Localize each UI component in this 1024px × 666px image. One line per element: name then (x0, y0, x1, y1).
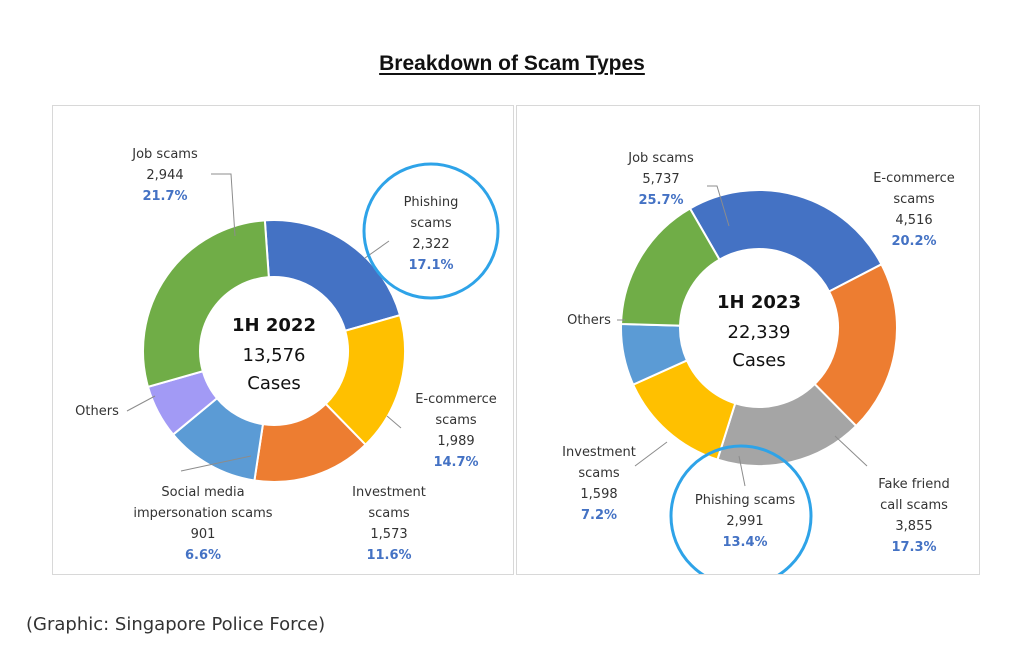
slice-name: impersonation scams (133, 506, 272, 521)
slice-value: 4,516 (895, 213, 932, 228)
slice-name: Others (567, 313, 611, 328)
slice-label-others: Others (75, 404, 119, 419)
slice-name: Job scams (131, 147, 198, 162)
slice-value: 1,989 (437, 434, 474, 449)
slice-name: Phishing (404, 195, 459, 210)
donut-panel-1h-2023: 1H 2023 22,339 Cases Job scams 5,737 25.7% E-c… (516, 105, 980, 575)
slice-value: 1,573 (370, 527, 407, 542)
slice-percent: 14.7% (433, 455, 478, 470)
slice-value: 5,737 (642, 172, 679, 187)
slice-label-job-scams: Job scams 2,944 21.7% (131, 147, 198, 204)
slice-percent: 17.3% (891, 540, 936, 555)
slice-percent: 20.2% (891, 234, 936, 249)
slice-label-others: Others (567, 313, 611, 328)
center-total: 22,339 (728, 322, 791, 343)
slice-label-social-media-impersonation-scams: Social media impersonation scams 901 6.6% (133, 485, 272, 563)
leader-line-job-scams (211, 173, 236, 237)
donut-slice-others (142, 219, 270, 389)
highlight-circle (362, 162, 500, 300)
slice-label-job-scams: Job scams 5,737 25.7% (627, 151, 694, 208)
leader-line-investment-scams (634, 441, 668, 467)
slice-label-e-commerce-scams: E-commerce scams 1,989 14.7% (415, 392, 497, 470)
slice-name: scams (435, 413, 477, 428)
slice-name: Investment (562, 445, 636, 460)
slice-name: call scams (880, 498, 948, 513)
slice-name: scams (410, 216, 452, 231)
slice-value: 2,944 (146, 168, 183, 183)
donut-slice-others (620, 207, 721, 327)
slice-name: Others (75, 404, 119, 419)
donut-center-label: 1H 2022 13,576 Cases (232, 315, 316, 394)
slice-name: E-commerce (415, 392, 497, 407)
leader-line-fake-friend-call-scams (834, 435, 868, 467)
slice-label-investment-scams: Investment scams 1,573 11.6% (352, 485, 426, 563)
source-caption: (Graphic: Singapore Police Force) (26, 614, 326, 635)
slice-percent: 17.1% (408, 258, 453, 273)
center-period: 1H 2022 (232, 315, 316, 336)
slice-percent: 11.6% (366, 548, 411, 563)
slice-label-phishing-scams: Phishing scams 2,322 17.1% (404, 195, 459, 273)
slice-label-phishing-scams: Phishing scams 2,991 13.4% (695, 493, 795, 550)
slice-name: Social media (161, 485, 244, 500)
slice-value: 1,598 (580, 487, 617, 502)
center-unit: Cases (732, 350, 785, 371)
slice-value: 2,322 (412, 237, 449, 252)
slice-name: Investment (352, 485, 426, 500)
slice-label-investment-scams: Investment scams 1,598 7.2% (562, 445, 636, 523)
slice-name: E-commerce (873, 171, 955, 186)
chart-title: Breakdown of Scam Types (379, 52, 645, 75)
leader-line-job-scams (707, 185, 730, 227)
slice-percent: 21.7% (142, 189, 187, 204)
center-unit: Cases (247, 373, 300, 394)
slice-label-fake-friend-call-scams: Fake friend call scams 3,855 17.3% (878, 477, 949, 555)
slice-percent: 25.7% (638, 193, 683, 208)
center-period: 1H 2023 (717, 292, 801, 313)
leader-line-e-commerce-scams (386, 415, 402, 429)
slice-percent: 6.6% (185, 548, 221, 563)
leader-line-social-media-impersonation-scams (180, 455, 252, 472)
slice-name: Job scams (627, 151, 694, 166)
slice-value: 2,991 (726, 514, 763, 529)
slice-name: scams (893, 192, 935, 207)
slice-name: scams (578, 466, 620, 481)
slice-percent: 13.4% (722, 535, 767, 550)
leader-line-others (126, 395, 156, 412)
donut-center-label: 1H 2023 22,339 Cases (717, 292, 801, 371)
donut-chart-1h-2022: 1H 2022 13,576 Cases Job scams 2,944 21.7% Phi… (75, 147, 500, 563)
donut-panel-1h-2022: 1H 2022 13,576 Cases Job scams 2,944 21.7% Phi… (52, 105, 514, 575)
highlight-circle (669, 444, 813, 574)
slice-value: 3,855 (895, 519, 932, 534)
slice-percent: 7.2% (581, 508, 617, 523)
donut-slice-job-scams (688, 189, 883, 293)
slice-value: 901 (191, 527, 216, 542)
slice-label-e-commerce-scams: E-commerce scams 4,516 20.2% (873, 171, 955, 249)
slice-name: Fake friend (878, 477, 949, 492)
leader-line-phishing-scams (738, 455, 746, 487)
slice-name: scams (368, 506, 410, 521)
center-total: 13,576 (243, 345, 306, 366)
slice-name: Phishing scams (695, 493, 795, 508)
donut-chart-1h-2023: 1H 2023 22,339 Cases Job scams 5,737 25.7% E-c… (562, 151, 955, 574)
